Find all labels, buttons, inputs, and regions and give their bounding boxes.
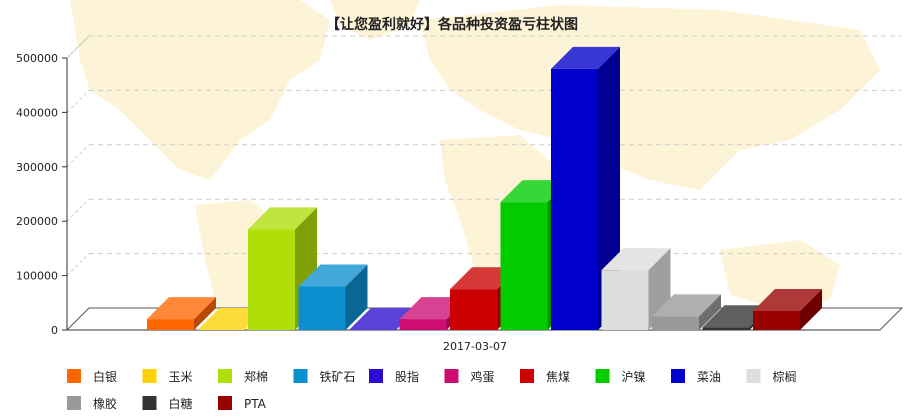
legend-item[interactable]: 白糖 (142, 396, 193, 411)
bar-front (753, 310, 800, 330)
legend-label: 菜油 (697, 370, 721, 384)
legend-swatch (369, 369, 383, 383)
gridline-connector (66, 198, 90, 222)
gridline-connector (66, 144, 90, 168)
legend-swatch (67, 396, 81, 410)
legend-label: 棕榈 (773, 369, 797, 384)
legend-label: 铁矿石 (320, 370, 356, 384)
legend-swatch (142, 396, 157, 410)
legend-label: 焦煤 (546, 370, 570, 384)
legend-label: 股指 (395, 369, 419, 384)
legend-item[interactable]: 鸡蛋 (444, 369, 495, 384)
legend-label: 鸡蛋 (471, 369, 495, 384)
legend-item[interactable]: 焦煤 (520, 369, 570, 384)
legend-swatch (218, 396, 232, 410)
bar-front (147, 319, 194, 330)
legend-label: 白糖 (169, 396, 193, 411)
y-axis-depth (66, 35, 90, 59)
gridline-connector (66, 253, 90, 276)
bar-top (652, 294, 721, 317)
bar-front (298, 286, 346, 330)
legend-item[interactable]: 玉米 (142, 369, 193, 384)
bar-side (194, 297, 216, 330)
legend-swatch (444, 369, 459, 383)
bar: 橡胶 (652, 294, 721, 330)
legend-swatch (218, 369, 232, 383)
map-eurasia (420, 5, 880, 190)
x-tick-label: 2017-03-07 (443, 340, 507, 353)
legend-item[interactable]: 白银 (67, 369, 117, 384)
bar: 白银 (147, 297, 216, 330)
y-tick-label: 300000 (16, 161, 58, 174)
legend-label: 郑棉 (244, 369, 268, 384)
bar-front (652, 316, 699, 330)
legend-item[interactable]: 沪镍 (595, 369, 646, 384)
legend-item[interactable]: PTA (218, 396, 267, 411)
legend-item[interactable]: 股指 (369, 369, 419, 384)
y-tick-label: 500000 (16, 52, 58, 65)
bar-front (702, 327, 750, 330)
legend-item[interactable]: 棕榈 (746, 369, 797, 384)
legend-label: 玉米 (169, 370, 193, 384)
bar-front (248, 229, 295, 330)
legend-swatch (293, 369, 308, 383)
bar-top (601, 248, 671, 271)
bar-top (753, 288, 822, 311)
legend-label: 白银 (93, 369, 117, 384)
legend-swatch (67, 369, 81, 383)
bar-front (399, 319, 447, 330)
axes: 0 100000 200000 300000 400000 500000 2017-03-0… (16, 35, 880, 353)
legend-item[interactable]: 铁矿石 (293, 369, 356, 384)
legend-label: 橡胶 (93, 396, 117, 411)
legend-swatch (671, 369, 685, 383)
map-greenland (330, 0, 420, 40)
bar-front (551, 68, 598, 330)
legend-swatch (595, 369, 610, 383)
bar-top (248, 207, 317, 230)
y-tick-label: 100000 (16, 270, 58, 283)
bar-front (500, 202, 548, 330)
legend-item[interactable]: 橡胶 (67, 396, 117, 411)
legend-label: 沪镍 (622, 370, 646, 384)
bar-side (699, 294, 721, 330)
y-tick-label: 400000 (16, 106, 58, 119)
bar: 铁矿石 (298, 264, 368, 330)
gridlines (66, 35, 902, 276)
y-tick-label: 200000 (16, 215, 58, 228)
bar-top (298, 264, 368, 287)
legend-label: PTA (244, 397, 267, 411)
bar-top (147, 297, 216, 320)
bar-side (800, 288, 822, 330)
y-tick-label: 0 (51, 324, 58, 337)
bar: PTA (753, 288, 822, 330)
legend-item[interactable]: 郑棉 (218, 369, 268, 384)
chart-title: 【让您盈利就好】各品种投资盈亏柱状图 (326, 16, 578, 33)
gridline-connector (66, 90, 90, 113)
legend-swatch (142, 369, 157, 383)
bar-top (551, 46, 620, 69)
bar-side (345, 264, 368, 330)
bar-front (601, 270, 649, 330)
bar-front (450, 289, 497, 330)
legend-swatch (746, 369, 761, 383)
legend-swatch (520, 369, 534, 383)
legend-item[interactable]: 菜油 (671, 369, 721, 384)
